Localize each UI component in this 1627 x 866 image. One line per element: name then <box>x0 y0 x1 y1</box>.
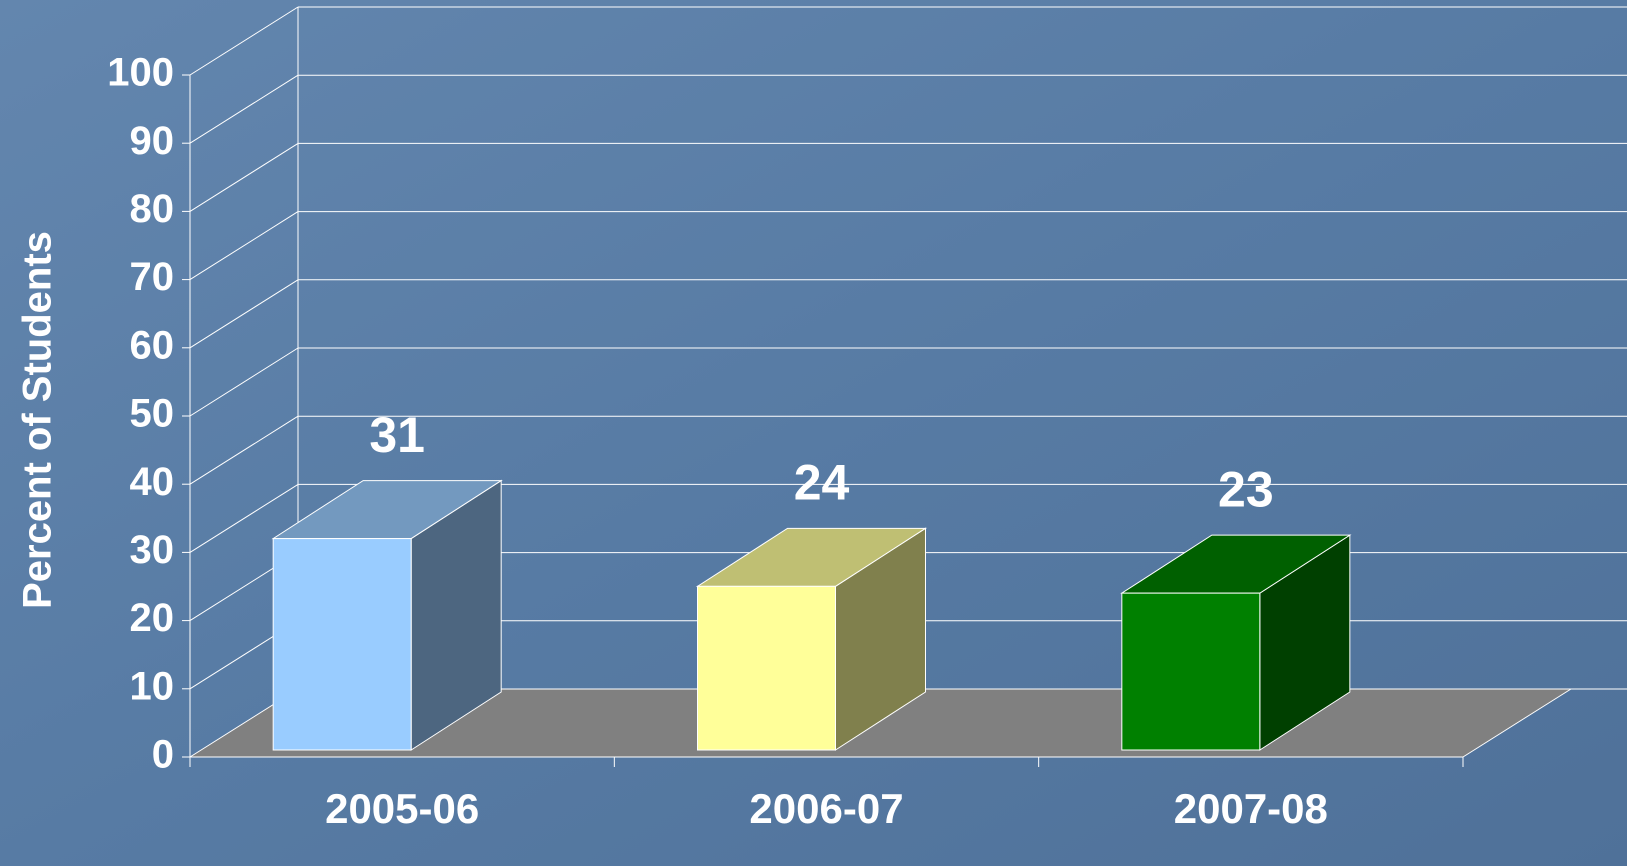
x-tick-label: 2006-07 <box>749 785 903 832</box>
y-tick-label: 80 <box>130 187 175 231</box>
grid-line <box>189 483 299 553</box>
y-tick-label: 0 <box>152 733 174 777</box>
value-label: 24 <box>794 455 850 511</box>
grid-line <box>189 211 299 281</box>
y-tick-label: 40 <box>130 460 175 504</box>
y-tick-label: 90 <box>130 119 175 163</box>
y-tick-label: 30 <box>130 528 175 572</box>
bar <box>272 538 412 751</box>
value-label: 23 <box>1218 461 1274 517</box>
grid-line <box>189 415 299 485</box>
grid-line <box>189 6 299 76</box>
grid-line <box>189 74 299 144</box>
grid-line <box>189 142 299 212</box>
grid-line <box>189 279 299 349</box>
y-tick-label: 50 <box>130 392 175 436</box>
y-tick-label: 70 <box>130 255 175 299</box>
y-tick-label: 20 <box>130 596 175 640</box>
value-label: 31 <box>369 407 425 463</box>
y-tick-label: 60 <box>130 323 175 367</box>
floor-edge <box>1462 688 1572 758</box>
grid-line <box>189 347 299 417</box>
y-tick-label: 10 <box>130 664 175 708</box>
y-axis-title: Percent of Students <box>16 231 60 609</box>
bar <box>1121 592 1261 751</box>
x-tick-label: 2005-06 <box>325 785 479 832</box>
bar <box>697 585 836 751</box>
x-tick-label: 2007-08 <box>1174 785 1328 832</box>
y-tick-label: 100 <box>107 51 174 95</box>
